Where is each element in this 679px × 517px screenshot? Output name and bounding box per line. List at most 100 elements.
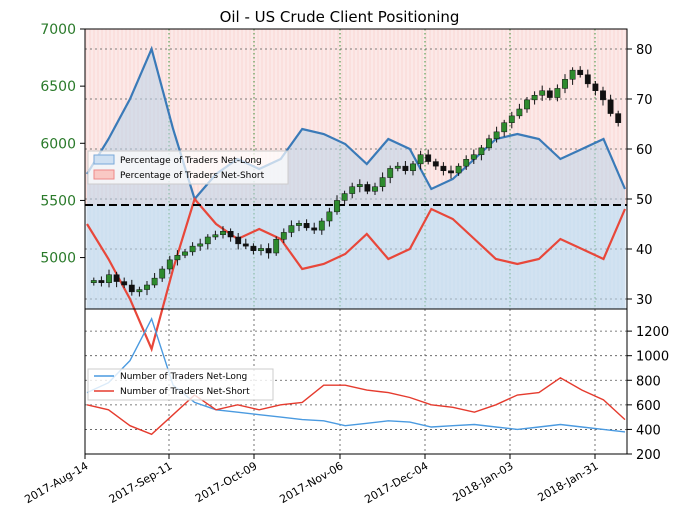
candle-body bbox=[539, 90, 546, 96]
candle-body bbox=[136, 289, 143, 293]
date-tick-label: 2017-Aug-14 bbox=[22, 459, 90, 506]
count-tick-label: 800 bbox=[636, 374, 661, 389]
percent-axis: 30 40 50 60 70 80 bbox=[627, 43, 653, 308]
candle-body bbox=[288, 225, 295, 233]
candle-body bbox=[235, 236, 242, 245]
candle-body bbox=[448, 170, 454, 174]
candle-body bbox=[615, 113, 622, 123]
candle-body bbox=[455, 165, 462, 174]
candle-body bbox=[144, 284, 150, 290]
net-long-area bbox=[87, 49, 625, 309]
top-legend-box bbox=[87, 150, 289, 185]
candle-body bbox=[220, 231, 226, 235]
count-tick-label: 200 bbox=[636, 448, 661, 463]
candle-body bbox=[600, 90, 606, 101]
count-axis: 200 400 600 800 1000 1200 bbox=[627, 325, 669, 463]
candle-body bbox=[90, 280, 97, 283]
candle-body bbox=[151, 277, 158, 286]
candle-body bbox=[197, 243, 204, 247]
candle-body bbox=[273, 239, 280, 254]
percent-tick-label: 60 bbox=[636, 143, 653, 158]
date-tick-label: 2017-Dec-04 bbox=[362, 459, 430, 506]
candle-body bbox=[516, 108, 523, 117]
candle-body bbox=[159, 268, 166, 279]
candle-body bbox=[128, 284, 135, 293]
candle-body bbox=[470, 154, 477, 160]
candle-body bbox=[311, 227, 318, 231]
legend-net-long-percent: Percentage of Traders Net-Long bbox=[120, 156, 262, 166]
percent-tick-label: 50 bbox=[636, 193, 653, 208]
candle-body bbox=[569, 69, 576, 80]
date-tick-label: 2017-Nov-06 bbox=[277, 459, 345, 506]
candle-body bbox=[410, 163, 416, 171]
candle-body bbox=[303, 223, 310, 229]
candle-body bbox=[296, 223, 302, 226]
date-axis: 2017-Aug-14 2017-Sep-11 2017-Oct-09 2017-No… bbox=[22, 454, 601, 506]
candle-body bbox=[402, 165, 409, 171]
candle-body bbox=[318, 220, 325, 231]
candle-body bbox=[349, 186, 356, 194]
price-candles bbox=[90, 66, 622, 297]
chart-title: Oil - US Crude Client Positioning bbox=[220, 8, 460, 26]
top-panel: 5000 5500 6000 6500 7000 30 40 50 60 70 80 Percen… bbox=[40, 22, 653, 353]
candle-body bbox=[372, 186, 378, 192]
candle-body bbox=[493, 131, 500, 139]
candle-body bbox=[508, 115, 515, 123]
price-tick-label: 7000 bbox=[40, 22, 76, 38]
legend-traders-net-short: Number of Traders Net-Short bbox=[120, 387, 250, 397]
net-long-percent-line bbox=[86, 45, 627, 202]
candle-body bbox=[204, 236, 211, 245]
candle-body bbox=[554, 88, 561, 98]
candle-body bbox=[584, 74, 591, 85]
candle-body bbox=[250, 245, 257, 251]
count-tick-label: 400 bbox=[636, 423, 661, 438]
candle-body bbox=[425, 154, 432, 162]
candle-body bbox=[98, 280, 105, 283]
legend-traders-net-long: Number of Traders Net-Long bbox=[120, 372, 247, 382]
price-tick-label: 5500 bbox=[40, 193, 76, 209]
bottom-legend: Number of Traders Net-Long Number of Tra… bbox=[87, 368, 274, 401]
legend-net-short-percent: Percentage of Traders Net-Short bbox=[120, 171, 265, 181]
candle-body bbox=[364, 184, 371, 192]
count-tick-label: 1200 bbox=[636, 325, 669, 340]
traders-net-short-line bbox=[86, 376, 626, 436]
candle-body bbox=[182, 251, 188, 256]
candle-body bbox=[379, 177, 386, 187]
candle-body bbox=[121, 281, 128, 286]
date-tick-label: 2018-Jan-03 bbox=[451, 459, 516, 504]
candle-body bbox=[394, 165, 401, 169]
candle-body bbox=[486, 138, 492, 149]
candle-body bbox=[341, 193, 348, 201]
price-tick-label: 6000 bbox=[40, 136, 76, 152]
candle-body bbox=[501, 122, 508, 133]
price-axis: 5000 5500 6000 6500 7000 bbox=[40, 22, 85, 267]
candle-body bbox=[463, 159, 470, 167]
candle-body bbox=[524, 99, 530, 110]
count-tick-label: 600 bbox=[636, 399, 661, 414]
candle-body bbox=[106, 274, 112, 283]
bottom-panel-frame bbox=[84, 308, 628, 455]
percent-tick-label: 70 bbox=[636, 93, 653, 108]
percent-tick-label: 40 bbox=[636, 243, 653, 258]
candle-body bbox=[440, 165, 447, 171]
candle-body bbox=[242, 243, 249, 247]
percent-tick-label: 80 bbox=[636, 43, 653, 58]
candle-body bbox=[113, 274, 120, 282]
net-short-swatch bbox=[93, 169, 115, 180]
price-tick-label: 5000 bbox=[40, 251, 76, 267]
percent-tick-label: 30 bbox=[636, 293, 653, 308]
date-tick-label: 2017-Oct-09 bbox=[193, 459, 259, 505]
date-tick-label: 2017-Sep-11 bbox=[107, 459, 175, 506]
count-tick-label: 1000 bbox=[636, 350, 669, 365]
bottom-legend-box bbox=[87, 368, 274, 401]
candle-body bbox=[280, 232, 287, 240]
candle-body bbox=[265, 248, 272, 254]
candle-body bbox=[258, 248, 264, 251]
candle-body bbox=[592, 83, 599, 91]
candle-body bbox=[189, 245, 196, 253]
candle-body bbox=[212, 234, 219, 238]
candle-body bbox=[562, 79, 568, 89]
candle-body bbox=[387, 168, 394, 178]
candle-body bbox=[546, 90, 553, 98]
